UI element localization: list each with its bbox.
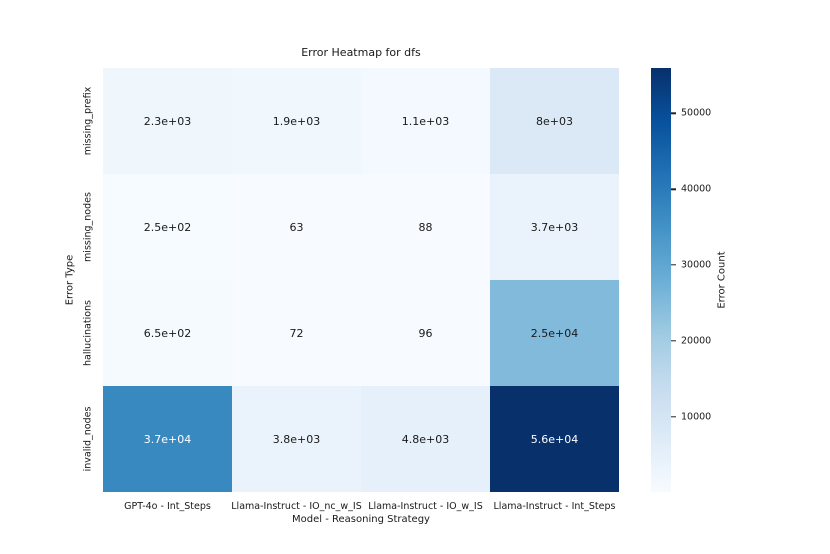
heatmap-cell: 72	[232, 280, 361, 386]
cell-value-label: 6.5e+02	[143, 326, 192, 340]
cell-value-label: 96	[418, 326, 433, 340]
heatmap-cell: 3.8e+03	[232, 386, 361, 492]
y-tick-label: missing_nodes	[82, 192, 94, 262]
colorbar-tick-mark	[671, 415, 676, 418]
colorbar-tick-mark	[671, 112, 676, 115]
cell-value-label: 8e+03	[536, 114, 573, 128]
heatmap-cell: 8e+03	[490, 68, 619, 174]
colorbar-tick-label: 10000	[681, 411, 712, 423]
colorbar-tick-label: 40000	[681, 183, 712, 195]
y-tick-label: invalid_nodes	[82, 406, 94, 472]
cell-value-label: 3.8e+03	[272, 432, 321, 446]
cell-value-label: 2.5e+02	[143, 220, 192, 234]
cell-value-label: 1.1e+03	[401, 114, 450, 128]
cell-value-label: 5.6e+04	[530, 432, 579, 446]
colorbar-tick-mark	[671, 188, 676, 190]
colorbar-tick-mark	[671, 340, 676, 342]
x-tick-label: Llama-Instruct - IO_w_IS	[368, 501, 483, 512]
heatmap-cell: 5.6e+04	[490, 386, 619, 492]
x-axis-label: Model - Reasoning Strategy	[292, 514, 430, 525]
y-tick-label: missing_prefix	[82, 86, 94, 156]
cell-value-label: 3.7e+04	[143, 432, 192, 446]
colorbar-label: Error Count	[716, 251, 728, 309]
cell-value-label: 88	[418, 220, 433, 234]
heatmap-cell: 6.5e+02	[103, 280, 232, 386]
heatmap-grid: 2.3e+03 1.9e+03 1.1e+03 8e+03 2.5e+02 63…	[103, 68, 619, 492]
cell-value-label: 72	[289, 326, 304, 340]
cell-value-label: 3.7e+03	[530, 220, 579, 234]
cell-value-label: 2.5e+04	[530, 326, 579, 340]
chart-title: Error Heatmap for dfs	[301, 46, 421, 59]
heatmap-cell: 2.3e+03	[103, 68, 232, 174]
colorbar-tick-label: 20000	[681, 335, 712, 347]
x-tick-label: GPT-4o - Int_Steps	[124, 501, 211, 512]
heatmap-cell: 2.5e+02	[103, 174, 232, 280]
colorbar-tick-mark	[671, 264, 676, 266]
y-tick-label: hallucinations	[82, 300, 94, 366]
colorbar-tick-label: 30000	[681, 259, 712, 271]
cell-value-label: 63	[289, 220, 304, 234]
heatmap-cell: 3.7e+04	[103, 386, 232, 492]
x-tick-label: Llama-Instruct - IO_nc_w_IS	[231, 501, 362, 512]
cell-value-label: 4.8e+03	[401, 432, 450, 446]
heatmap-cell: 88	[361, 174, 490, 280]
heatmap-cell: 1.1e+03	[361, 68, 490, 174]
heatmap-cell: 96	[361, 280, 490, 386]
cell-value-label: 2.3e+03	[143, 114, 192, 128]
heatmap-cell: 4.8e+03	[361, 386, 490, 492]
heatmap-cell: 63	[232, 174, 361, 280]
heatmap-cell: 1.9e+03	[232, 68, 361, 174]
y-axis-label: Error Type	[64, 254, 76, 306]
heatmap-cell: 3.7e+03	[490, 174, 619, 280]
cell-value-label: 1.9e+03	[272, 114, 321, 128]
x-tick-label: Llama-Instruct - Int_Steps	[493, 501, 616, 512]
colorbar-gradient	[651, 68, 671, 492]
colorbar-tick-label: 50000	[681, 107, 712, 119]
heatmap-cell: 2.5e+04	[490, 280, 619, 386]
